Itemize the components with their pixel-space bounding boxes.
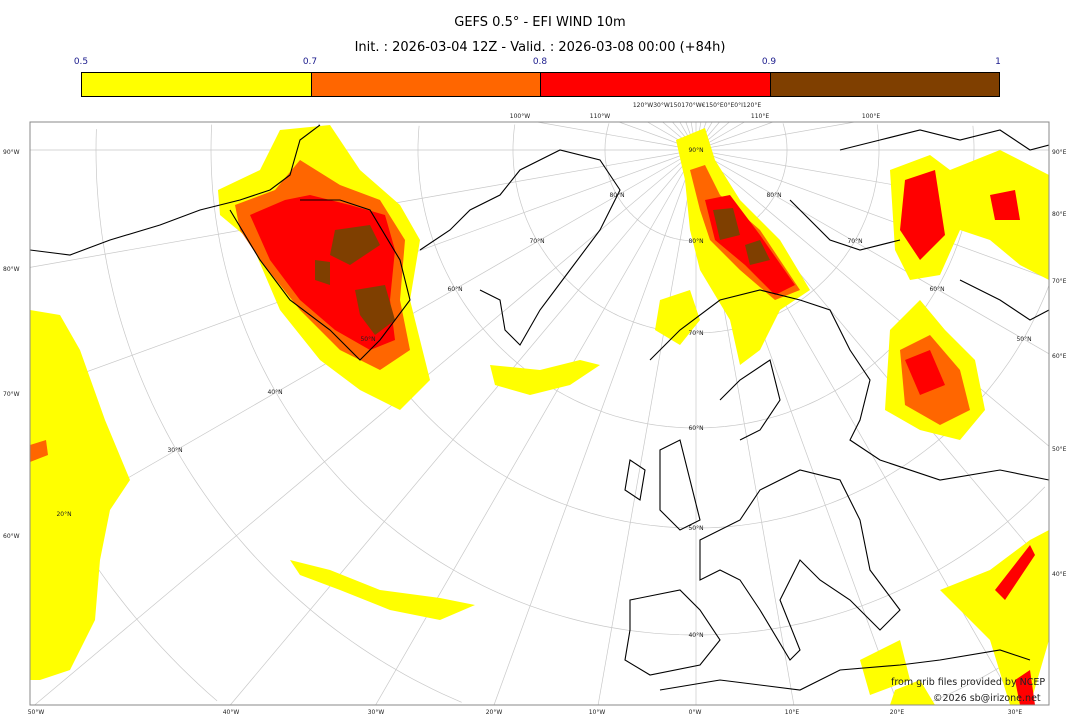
map-coordinate-label: 100°E (862, 113, 880, 120)
efi-area-red (995, 545, 1035, 705)
latitude-line (95, 129, 462, 703)
colorbar-tick: 0.9 (761, 57, 777, 67)
map-coordinate-label: 0°W (689, 709, 702, 716)
colorbar-segment (541, 73, 771, 96)
colorbar-tick: 0.5 (73, 57, 89, 67)
colorbar-tick: 1 (995, 57, 1001, 67)
efi-area-brown (315, 225, 395, 335)
map-coordinate-label: 40°W (223, 709, 240, 716)
meridian-line (695, 149, 1049, 355)
map-coordinate-label: 110°E (751, 113, 769, 120)
map-coordinate-label: 60°N (688, 425, 703, 432)
latitude-line (604, 123, 696, 242)
map-coordinate-label: 50°W (28, 709, 45, 716)
map-coordinate-label: 80°N (609, 192, 624, 199)
colorbar-tick: 0.8 (532, 57, 548, 67)
map-coordinate-label: 50°N (688, 525, 703, 532)
coastlines (30, 124, 1049, 691)
map-coordinate-label: 90°E (1052, 149, 1067, 156)
map-coordinate-label: 10°W (589, 709, 606, 716)
meridian-line (695, 149, 1049, 447)
efi-area-yellow (860, 530, 1049, 705)
map-coordinate-label: 100°W (510, 113, 530, 120)
map-coordinate-label: 40°N (688, 632, 703, 639)
meridian-line (695, 149, 1049, 279)
latitude-line (210, 124, 697, 636)
map-coordinate-label: 80°N (688, 238, 703, 245)
meridian-line (230, 149, 697, 705)
meridian-line (695, 122, 855, 151)
map-coordinate-label: 70°E (1052, 278, 1067, 285)
map-coordinate-label: 20°E (890, 709, 905, 716)
map-coordinate-label: 70°N (847, 238, 862, 245)
map-coordinate-label: 60°N (929, 286, 944, 293)
efi-areas (30, 125, 1049, 705)
map-coordinate-label: 60°E (1052, 353, 1067, 360)
latitude-line (417, 125, 696, 429)
chart-subtitle: Init. : 2026-03-04 12Z - Valid. : 2026-0… (354, 40, 726, 55)
colorbar (81, 72, 1000, 97)
map-frame (29, 121, 1050, 706)
map-coordinate-label: 30°W (368, 709, 385, 716)
colorbar-tick: 0.7 (302, 57, 318, 67)
map-coordinate-label: 80°N (766, 192, 781, 199)
map-coordinate-label: 110°W (590, 113, 610, 120)
efi-area-yellow (290, 560, 475, 620)
map-coordinate-label: 30°E (1008, 709, 1023, 716)
map-coordinate-label: 70°N (529, 238, 544, 245)
map-coordinate-label: 30°N (167, 447, 182, 454)
map-coordinate-label: 70°W (3, 391, 20, 398)
meridian-line (537, 122, 697, 151)
credit-source: from grib files provided by NCEP (891, 677, 1045, 688)
map-coordinate-label: 80°E (1052, 211, 1067, 218)
latitude-line (695, 285, 1049, 529)
efi-area-brown (713, 208, 770, 265)
map-coordinate-label: 90°W (3, 149, 20, 156)
colorbar-segment (82, 73, 312, 96)
map-coordinate-label: 20°N (56, 511, 71, 518)
efi-area-red (900, 170, 1020, 260)
efi-area-yellow (490, 360, 600, 395)
colorbar-segment (311, 73, 541, 96)
efi-area-yellow (655, 290, 700, 345)
map-coordinate-label: 80°W (3, 266, 20, 273)
credit-copyright: ©2026 sb@irizone.net (933, 693, 1041, 704)
map-coordinate-label: 50°N (360, 336, 375, 343)
map-coordinate-label: 20°W (486, 709, 503, 716)
meridian-line (375, 149, 697, 705)
efi-area-red (905, 350, 945, 395)
map-coordinate-label: 120°W30°W150170°W€150°E0°E0°I120°E (633, 102, 761, 109)
map-coordinate-label: 90°N (688, 147, 703, 154)
meridian-line (34, 149, 697, 705)
map-coordinate-label: 40°N (267, 389, 282, 396)
efi-area-orange (30, 440, 48, 462)
map-coordinate-label: 60°N (447, 286, 462, 293)
map-coordinate-label: 50°E (1052, 446, 1067, 453)
chart-title: GEFS 0.5° - EFI WIND 10m (454, 15, 626, 30)
efi-area-yellow (30, 310, 130, 680)
map-coordinate-label: 10°E (785, 709, 800, 716)
map-coordinate-label: 60°W (3, 533, 20, 540)
colorbar-segment (770, 73, 999, 96)
meridian-line (597, 149, 697, 705)
meridian-line (493, 149, 697, 705)
latitude-line (695, 486, 1046, 636)
map-coordinate-label: 70°N (688, 330, 703, 337)
map-coordinate-label: 40°E (1052, 571, 1067, 578)
map-coordinate-label: 50°N (1016, 336, 1031, 343)
